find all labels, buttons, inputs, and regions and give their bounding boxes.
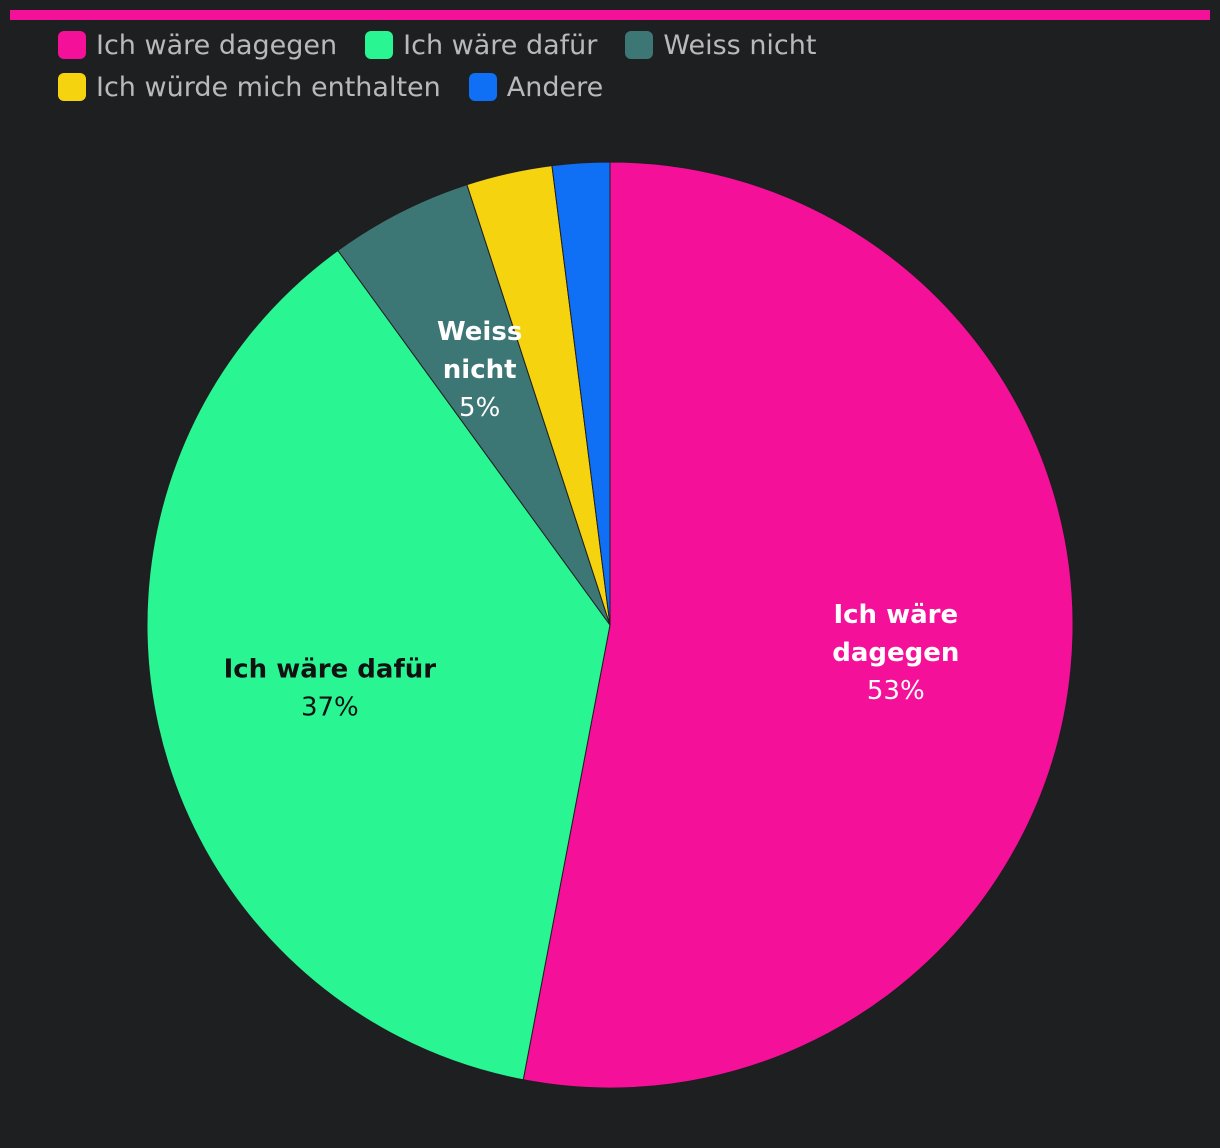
pie-slice-4[interactable] — [551, 161, 611, 626]
slice-label: dagegen — [832, 638, 959, 668]
pie-slice-0[interactable] — [522, 161, 1074, 1089]
top-accent-bar — [10, 10, 1210, 20]
pie-slice-1[interactable] — [146, 249, 611, 1081]
legend-swatch — [58, 31, 86, 59]
legend-label: Ich wäre dagegen — [96, 29, 338, 61]
legend-item-andere[interactable]: Andere — [468, 66, 604, 108]
slice-label: Weiss — [437, 317, 522, 347]
legend-label: Weiss nicht — [663, 29, 817, 61]
slice-label-group-0: Ich wäre dagegen 53% — [832, 600, 959, 706]
legend-label: Ich wäre dafür — [403, 29, 598, 61]
legend-swatch — [625, 31, 654, 59]
chart-legend: Ich wäre dagegen Ich wäre dafür Weiss ni… — [58, 24, 1178, 108]
legend-item-enthalten[interactable]: Ich würde mich enthalten — [58, 66, 441, 108]
slice-percent-label: 37% — [301, 693, 359, 723]
pie-slice-2[interactable] — [337, 184, 611, 626]
legend-item-ich-waere-dagegen[interactable]: Ich wäre dagegen — [58, 24, 337, 66]
slice-label: Ich wäre dafür — [224, 655, 437, 685]
legend-swatch — [365, 31, 394, 59]
slice-percent-label: 53% — [867, 676, 925, 706]
slice-label: Ich wäre — [833, 600, 958, 630]
legend-item-weiss-nicht[interactable]: Weiss nicht — [625, 24, 816, 66]
slice-percent-label: 5% — [459, 393, 500, 423]
slice-label: nicht — [443, 355, 517, 385]
legend-swatch — [468, 73, 497, 101]
legend-item-ich-waere-dafuer[interactable]: Ich wäre dafür — [365, 24, 597, 66]
legend-label: Andere — [506, 71, 604, 103]
legend-swatch — [58, 73, 86, 101]
slice-label-group-2: Weiss nicht 5% — [437, 317, 522, 423]
legend-label: Ich würde mich enthalten — [96, 71, 441, 103]
slice-label-group-1: Ich wäre dafür 37% — [224, 655, 437, 723]
